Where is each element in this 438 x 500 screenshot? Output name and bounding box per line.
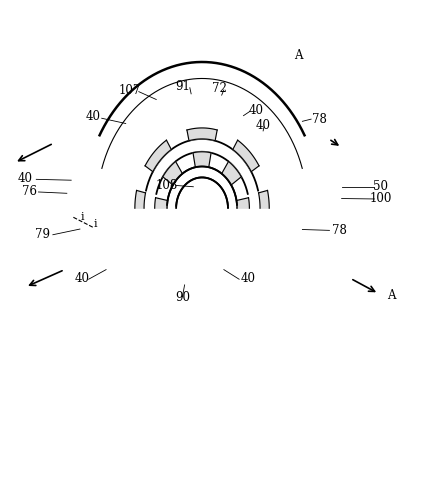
Polygon shape (162, 162, 182, 185)
Text: 107: 107 (119, 84, 141, 98)
Polygon shape (162, 232, 182, 256)
Text: 78: 78 (331, 224, 346, 237)
Text: 108: 108 (155, 179, 178, 192)
Text: A: A (387, 290, 395, 302)
Polygon shape (154, 198, 167, 220)
Polygon shape (145, 140, 171, 172)
Text: 72: 72 (212, 82, 226, 95)
Polygon shape (162, 162, 182, 185)
Polygon shape (232, 140, 258, 172)
Polygon shape (236, 198, 249, 220)
Polygon shape (193, 250, 211, 266)
Polygon shape (221, 232, 241, 256)
Polygon shape (145, 246, 171, 277)
Polygon shape (187, 128, 217, 140)
Bar (1, 32, 437, 208)
Polygon shape (193, 250, 211, 266)
Text: 50: 50 (373, 180, 388, 193)
Polygon shape (193, 152, 211, 167)
Polygon shape (187, 276, 217, 289)
Polygon shape (162, 232, 182, 256)
Polygon shape (258, 190, 268, 226)
Text: 78: 78 (312, 112, 326, 126)
Text: i: i (93, 219, 97, 229)
Polygon shape (134, 190, 145, 226)
Polygon shape (187, 276, 217, 289)
Text: 91: 91 (175, 80, 189, 93)
Polygon shape (134, 190, 145, 226)
Bar (1, 209, 437, 468)
Polygon shape (221, 162, 241, 185)
Text: 79: 79 (35, 228, 50, 241)
Polygon shape (232, 140, 258, 172)
Polygon shape (236, 198, 249, 220)
Polygon shape (187, 128, 217, 140)
Polygon shape (145, 246, 171, 277)
Polygon shape (258, 190, 268, 226)
Text: 40: 40 (18, 172, 33, 184)
Polygon shape (154, 198, 167, 220)
Polygon shape (193, 152, 211, 167)
Text: Фиг. 17: Фиг. 17 (184, 428, 254, 446)
Text: 76: 76 (22, 184, 37, 198)
Text: 40: 40 (85, 110, 100, 124)
Polygon shape (145, 140, 171, 172)
Text: 40: 40 (240, 272, 255, 285)
Text: 100: 100 (369, 192, 391, 205)
Bar (1, 208, 437, 468)
Polygon shape (232, 246, 258, 277)
Text: 40: 40 (74, 272, 89, 285)
Text: 90: 90 (174, 292, 190, 304)
Text: A: A (293, 50, 302, 62)
Polygon shape (221, 162, 241, 185)
Text: 40: 40 (248, 104, 264, 117)
Polygon shape (221, 232, 241, 256)
Text: 40: 40 (255, 119, 270, 132)
Text: i: i (80, 212, 84, 222)
Polygon shape (232, 246, 258, 277)
